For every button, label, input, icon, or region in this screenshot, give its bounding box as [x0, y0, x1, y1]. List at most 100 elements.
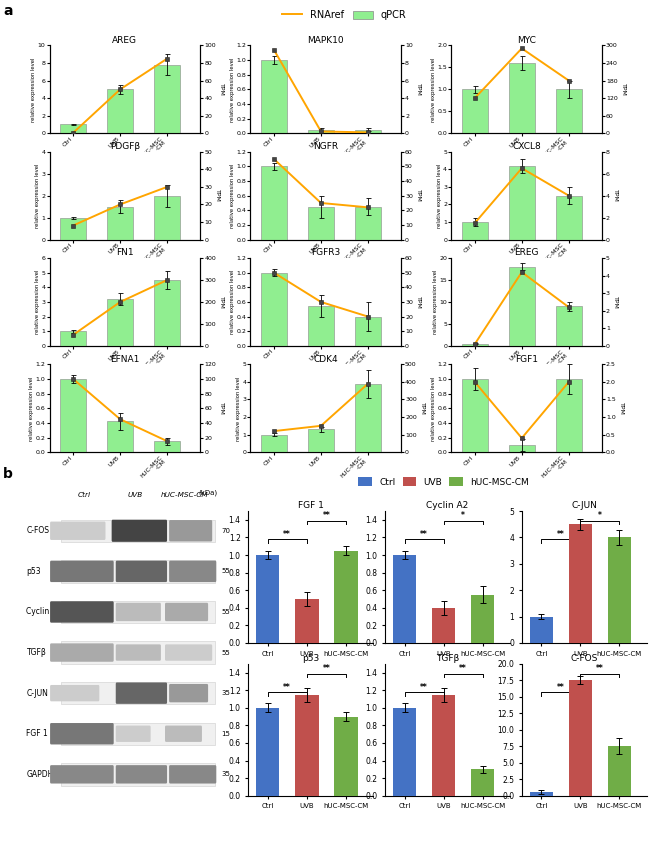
Text: **: ** — [322, 511, 330, 520]
Bar — [154, 65, 180, 133]
Bar — [308, 429, 334, 452]
Bar — [569, 680, 592, 796]
Text: *: * — [598, 511, 602, 520]
Y-axis label: TPM: TPM — [416, 83, 420, 96]
Y-axis label: TPM: TPM — [618, 402, 624, 415]
Text: 55: 55 — [221, 649, 230, 656]
Bar — [154, 441, 180, 452]
FancyBboxPatch shape — [169, 684, 208, 702]
FancyBboxPatch shape — [50, 521, 105, 540]
Title: FGF 1: FGF 1 — [298, 501, 324, 510]
Bar — [462, 379, 488, 452]
Y-axis label: relative expression level: relative expression level — [35, 269, 40, 334]
Y-axis label: relative expression level: relative expression level — [230, 269, 235, 334]
Bar — [154, 195, 180, 239]
Text: 70: 70 — [221, 528, 230, 534]
Bar — [62, 642, 215, 663]
Text: GAPDH: GAPDH — [26, 770, 54, 779]
Bar — [432, 695, 455, 796]
FancyBboxPatch shape — [169, 520, 213, 541]
Y-axis label: TPM: TPM — [416, 189, 421, 202]
Title: MYC: MYC — [517, 35, 536, 45]
Bar — [355, 384, 381, 452]
Bar — [261, 167, 287, 239]
Y-axis label: TPM: TPM — [620, 83, 626, 96]
FancyBboxPatch shape — [116, 561, 167, 582]
Title: NGFR: NGFR — [313, 142, 338, 151]
Bar — [556, 306, 582, 346]
Bar — [256, 708, 279, 796]
Bar — [432, 608, 455, 643]
Text: 55: 55 — [221, 568, 230, 574]
Y-axis label: TPM: TPM — [215, 189, 220, 202]
Bar — [393, 708, 416, 796]
Text: **: ** — [459, 664, 467, 673]
Y-axis label: TPM: TPM — [416, 296, 421, 308]
FancyBboxPatch shape — [116, 644, 161, 661]
Bar — [256, 555, 279, 643]
Y-axis label: TPM: TPM — [612, 189, 618, 202]
Text: hUC-MSC-CM: hUC-MSC-CM — [161, 492, 209, 498]
Bar — [509, 445, 535, 452]
Y-axis label: relative expression level: relative expression level — [230, 163, 235, 228]
Text: a: a — [3, 4, 13, 19]
Title: EFNA1: EFNA1 — [110, 354, 140, 364]
Title: EREG: EREG — [514, 248, 539, 258]
Y-axis label: TPM: TPM — [218, 296, 224, 308]
Bar — [261, 273, 287, 346]
Bar — [62, 520, 215, 542]
Text: **: ** — [283, 683, 291, 691]
Text: **: ** — [557, 530, 565, 539]
Bar — [556, 89, 582, 133]
Title: C-FOS: C-FOS — [571, 654, 598, 663]
Bar — [334, 551, 357, 643]
FancyBboxPatch shape — [50, 601, 114, 623]
FancyBboxPatch shape — [50, 765, 114, 784]
Title: C-JUN: C-JUN — [571, 501, 597, 510]
Title: FGFR3: FGFR3 — [311, 248, 340, 258]
Text: 55: 55 — [221, 609, 230, 615]
Y-axis label: TPM: TPM — [612, 296, 618, 308]
Bar — [530, 616, 553, 643]
Text: **: ** — [322, 664, 330, 673]
Text: TGFβ: TGFβ — [26, 648, 46, 657]
Bar — [509, 166, 535, 239]
Y-axis label: relative expression level: relative expression level — [29, 376, 34, 440]
Bar — [308, 130, 334, 133]
FancyBboxPatch shape — [165, 726, 202, 742]
Title: FGF1: FGF1 — [515, 354, 538, 364]
Y-axis label: relative expression level: relative expression level — [31, 57, 36, 121]
Bar — [530, 792, 553, 796]
Bar — [462, 344, 488, 346]
Bar — [107, 299, 133, 346]
Bar — [62, 722, 215, 745]
Title: AREG: AREG — [113, 35, 138, 45]
Text: UVB: UVB — [128, 492, 143, 498]
Y-axis label: relative expression level: relative expression level — [433, 269, 438, 334]
Legend: RNAref, qPCR: RNAref, qPCR — [279, 6, 410, 24]
Y-axis label: TPM: TPM — [218, 83, 224, 96]
FancyBboxPatch shape — [112, 520, 167, 542]
Bar — [62, 601, 215, 623]
FancyBboxPatch shape — [50, 643, 114, 662]
Title: FN1: FN1 — [116, 248, 134, 258]
Bar — [60, 331, 86, 346]
Bar — [107, 422, 133, 452]
Text: 35: 35 — [221, 771, 230, 777]
Bar — [295, 599, 318, 643]
Text: C-JUN: C-JUN — [26, 689, 48, 698]
Text: **: ** — [557, 683, 565, 691]
Title: CXCL8: CXCL8 — [512, 142, 541, 151]
Title: TGFβ: TGFβ — [436, 654, 459, 663]
FancyBboxPatch shape — [50, 723, 114, 744]
Bar — [393, 555, 416, 643]
Y-axis label: relative expression level: relative expression level — [431, 376, 436, 440]
Bar — [107, 89, 133, 133]
Y-axis label: relative expression level: relative expression level — [437, 163, 442, 228]
Bar — [62, 560, 215, 583]
Bar — [261, 434, 287, 452]
Bar — [107, 206, 133, 239]
FancyBboxPatch shape — [169, 765, 216, 784]
Y-axis label: relative expression level: relative expression level — [230, 57, 235, 121]
Bar — [471, 594, 495, 643]
